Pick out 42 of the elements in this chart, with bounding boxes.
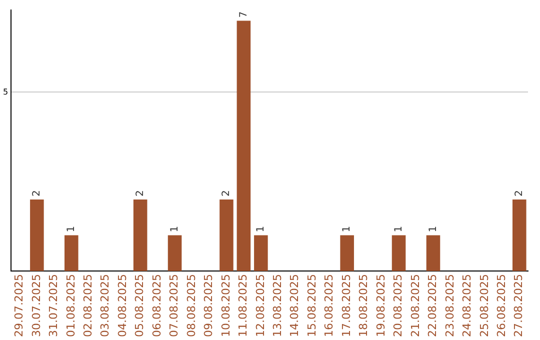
- data-label: 1: [342, 226, 353, 232]
- x-tick-label: 02.08.2025: [81, 274, 94, 338]
- data-label: 2: [221, 190, 232, 197]
- x-tick-label: 17.08.2025: [340, 274, 353, 338]
- data-label: 2: [134, 190, 146, 197]
- x-tick-label: 08.08.2025: [184, 274, 198, 338]
- x-tick-label: 20.08.2025: [392, 274, 405, 338]
- x-tick-label: 29.07.2025: [12, 274, 26, 338]
- x-tick-label: 07.08.2025: [168, 274, 181, 338]
- x-tick-label: 30.07.2025: [30, 274, 43, 338]
- x-tick-label: 05.08.2025: [133, 274, 146, 338]
- data-label: 1: [66, 226, 77, 232]
- x-tick-label: 23.08.2025: [443, 274, 456, 338]
- data-label: 7: [238, 11, 250, 18]
- x-tick-label: 19.08.2025: [374, 274, 388, 338]
- data-label: 1: [256, 226, 267, 232]
- x-tick-label: 15.08.2025: [305, 274, 318, 338]
- x-tick-label: 01.08.2025: [64, 274, 78, 338]
- data-label: 1: [428, 226, 439, 232]
- x-tick-label: 16.08.2025: [322, 274, 336, 338]
- x-tick-label: 31.07.2025: [47, 274, 60, 338]
- x-tick-label: 26.08.2025: [495, 274, 508, 338]
- data-label: 2: [514, 190, 525, 197]
- x-tick-label: 27.08.2025: [512, 274, 526, 338]
- x-tick-label: 18.08.2025: [357, 274, 370, 338]
- x-tick-label: 10.08.2025: [219, 274, 232, 338]
- x-tick-label: 03.08.2025: [98, 274, 112, 338]
- x-tick-label: 13.08.2025: [271, 274, 284, 338]
- data-label: 1: [393, 226, 404, 232]
- x-tick-label: 24.08.2025: [460, 274, 474, 338]
- x-tick-label: 21.08.2025: [408, 274, 422, 338]
- x-tick-label: 25.08.2025: [478, 274, 491, 338]
- x-tick-label: 09.08.2025: [202, 274, 216, 338]
- x-tick-label: 22.08.2025: [426, 274, 440, 338]
- x-tick-label: 04.08.2025: [116, 274, 129, 338]
- x-tick-label: 11.08.2025: [236, 274, 250, 338]
- data-label: 2: [32, 190, 43, 197]
- x-tick-label: 14.08.2025: [288, 274, 302, 338]
- data-label: 1: [169, 226, 180, 232]
- y-tick-label: 5: [2, 87, 8, 96]
- x-tick-label: 06.08.2025: [150, 274, 164, 338]
- x-tick-label: 12.08.2025: [254, 274, 267, 338]
